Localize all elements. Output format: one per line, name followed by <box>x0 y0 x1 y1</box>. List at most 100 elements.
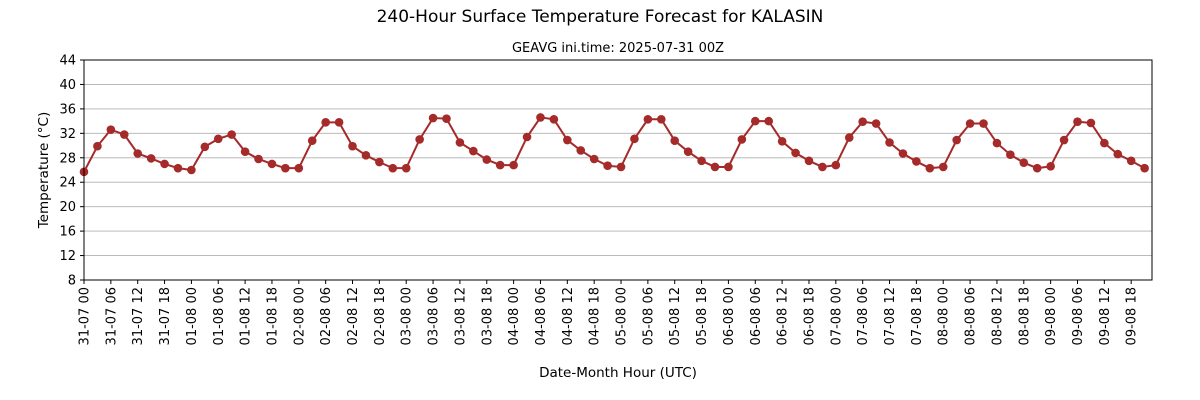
y-axis-label: Temperature (°C) <box>36 112 52 230</box>
data-point <box>240 147 250 156</box>
x-tick-label: 04-08 18 <box>588 287 603 345</box>
data-point <box>992 138 1002 148</box>
data-point <box>1032 163 1042 173</box>
data-point <box>522 132 532 142</box>
data-point <box>925 163 935 173</box>
x-tick-label: 08-08 12 <box>990 287 1005 345</box>
data-point <box>885 138 894 147</box>
data-point <box>281 163 290 173</box>
x-tick-label: 05-08 18 <box>695 287 710 345</box>
data-point <box>965 119 975 128</box>
data-point <box>428 113 438 123</box>
data-point <box>334 118 344 127</box>
x-tick-label: 06-08 06 <box>749 287 764 345</box>
x-tick-label: 06-08 00 <box>722 287 737 345</box>
x-tick-label: 07-08 12 <box>883 287 898 345</box>
y-tick-label: 28 <box>59 151 76 166</box>
x-tick-label: 31-07 12 <box>131 287 146 345</box>
data-point <box>563 135 572 145</box>
data-point <box>200 142 210 152</box>
y-tick-label: 8 <box>68 274 76 289</box>
data-point <box>321 118 330 127</box>
x-tick-label: 08-08 06 <box>964 287 979 345</box>
data-point <box>603 161 612 171</box>
y-axis-ticks: 8 12 16 20 24 28 32 36 40 44 <box>59 54 84 289</box>
data-point <box>858 117 867 127</box>
x-tick-label: 08-08 00 <box>937 287 952 345</box>
x-tick-label: 08-08 18 <box>1017 287 1032 345</box>
x-tick-label: 07-08 18 <box>910 287 925 345</box>
data-point <box>495 160 505 170</box>
data-point <box>952 135 961 145</box>
data-point <box>979 119 988 128</box>
data-point <box>93 141 102 151</box>
data-point <box>455 138 465 147</box>
data-point <box>160 159 169 169</box>
data-point <box>724 162 733 172</box>
series-temperature <box>79 113 1149 177</box>
data-point <box>616 162 626 172</box>
x-tick-label: 05-08 00 <box>615 287 630 345</box>
data-point <box>898 149 908 158</box>
data-point <box>509 160 518 170</box>
data-point <box>267 159 277 169</box>
data-point <box>831 160 841 170</box>
x-tick-label: 09-08 12 <box>1098 287 1113 345</box>
data-point <box>442 114 451 123</box>
x-tick-label: 03-08 06 <box>427 287 442 345</box>
data-point <box>670 136 680 145</box>
data-point <box>912 157 921 166</box>
x-tick-label: 04-08 00 <box>507 287 522 345</box>
y-tick-label: 24 <box>59 176 76 191</box>
data-point <box>1140 163 1149 173</box>
y-tick-label: 12 <box>59 249 76 264</box>
y-tick-label: 20 <box>59 200 76 215</box>
data-point <box>213 134 223 144</box>
chart-subtitle: GEAVG ini.time: 2025-07-31 00Z <box>512 41 724 56</box>
data-point <box>119 130 129 139</box>
data-point <box>227 130 236 139</box>
data-point <box>469 146 478 156</box>
data-point <box>710 162 720 172</box>
x-tick-label: 01-08 06 <box>212 287 227 345</box>
data-point <box>1100 138 1109 148</box>
data-point <box>656 114 666 124</box>
data-point <box>361 151 371 160</box>
x-tick-label: 01-08 00 <box>185 287 200 345</box>
x-tick-label: 03-08 18 <box>480 287 495 345</box>
data-point <box>1059 135 1069 145</box>
data-point <box>871 119 881 128</box>
x-tick-label: 01-08 18 <box>265 287 280 345</box>
data-point <box>938 162 948 172</box>
x-tick-label: 02-08 00 <box>292 287 307 345</box>
data-point <box>187 165 196 175</box>
x-tick-label: 03-08 00 <box>400 287 415 345</box>
data-point <box>1046 162 1055 171</box>
x-tick-label: 07-08 00 <box>829 287 844 345</box>
x-tick-label: 03-08 12 <box>453 287 468 345</box>
data-point <box>375 157 384 167</box>
x-tick-label: 06-08 12 <box>776 287 791 345</box>
data-point <box>549 114 559 124</box>
data-point <box>1126 156 1136 166</box>
data-point <box>146 154 156 163</box>
x-tick-label: 05-08 06 <box>641 287 656 345</box>
data-point <box>106 125 116 134</box>
x-axis-label: Date-Month Hour (UTC) <box>539 365 697 381</box>
data-point <box>630 134 639 144</box>
y-tick-label: 32 <box>59 127 76 142</box>
data-point <box>791 148 800 158</box>
y-tick-label: 44 <box>59 54 76 69</box>
x-tick-label: 02-08 06 <box>319 287 334 345</box>
x-tick-label: 09-08 06 <box>1071 287 1086 345</box>
x-tick-label: 09-08 18 <box>1125 287 1140 345</box>
data-point <box>482 155 492 164</box>
x-tick-label: 31-07 06 <box>104 287 119 345</box>
data-point <box>804 156 814 166</box>
data-point <box>683 147 693 156</box>
x-tick-label: 01-08 12 <box>239 287 254 345</box>
data-point <box>1019 158 1029 167</box>
x-tick-label: 09-08 00 <box>1044 287 1059 345</box>
data-point <box>844 133 854 142</box>
